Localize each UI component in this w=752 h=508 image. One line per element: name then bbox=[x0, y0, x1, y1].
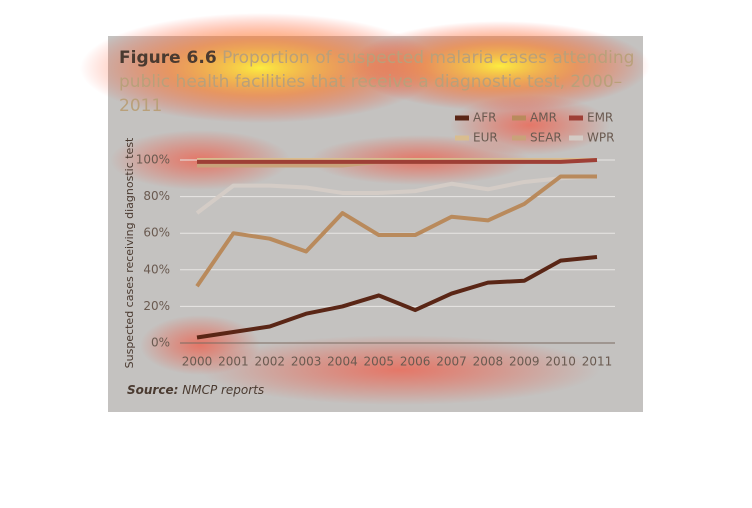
y-tick-label: 80% bbox=[143, 189, 170, 203]
series-line bbox=[196, 255, 598, 340]
figure-label: Figure 6.6 bbox=[119, 48, 217, 68]
x-tick-label: 2006 bbox=[400, 355, 431, 369]
source-text: NMCP reports bbox=[182, 383, 264, 397]
x-tick-label: 2010 bbox=[545, 355, 576, 369]
heatmap bbox=[80, 13, 650, 405]
series-line bbox=[195, 174, 597, 288]
x-tick-label: 2009 bbox=[509, 355, 540, 369]
title: Figure 6.6 Proportion of suspected malar… bbox=[119, 46, 639, 118]
series-line bbox=[195, 174, 598, 215]
x-tick-label: 2007 bbox=[436, 355, 467, 369]
x-tick-label: 2002 bbox=[254, 355, 285, 369]
legend-label: SEAR bbox=[530, 131, 562, 145]
x-tick-label: 2003 bbox=[291, 355, 322, 369]
series-line bbox=[197, 158, 598, 164]
y-tick-label: 60% bbox=[143, 226, 170, 240]
legend-label: AMR bbox=[530, 111, 557, 125]
x-tick-label: 2005 bbox=[364, 355, 395, 369]
source: Source: NMCP reports bbox=[127, 383, 264, 397]
x-tick-label: 2004 bbox=[327, 355, 358, 369]
y-axis-label: Suspected cases receiving diagnostic tes… bbox=[123, 137, 136, 368]
y-tick-label: 20% bbox=[143, 299, 170, 313]
legend-label: EMR bbox=[587, 111, 613, 125]
x-tick-label: 2001 bbox=[218, 355, 249, 369]
legend-label: WPR bbox=[587, 131, 614, 145]
y-tick-label: 0% bbox=[151, 336, 170, 350]
chart-title: Proportion of suspected malaria cases at… bbox=[119, 48, 635, 116]
y-tick-label: 100% bbox=[136, 153, 170, 167]
x-tick-label: 2008 bbox=[473, 355, 504, 369]
x-tick-label: 2000 bbox=[182, 355, 213, 369]
x-tick-label: 2011 bbox=[582, 355, 613, 369]
legend-label: EUR bbox=[473, 131, 498, 145]
source-label: Source: bbox=[127, 383, 178, 397]
y-tick-label: 40% bbox=[143, 262, 170, 276]
legend-label: AFR bbox=[473, 111, 496, 125]
